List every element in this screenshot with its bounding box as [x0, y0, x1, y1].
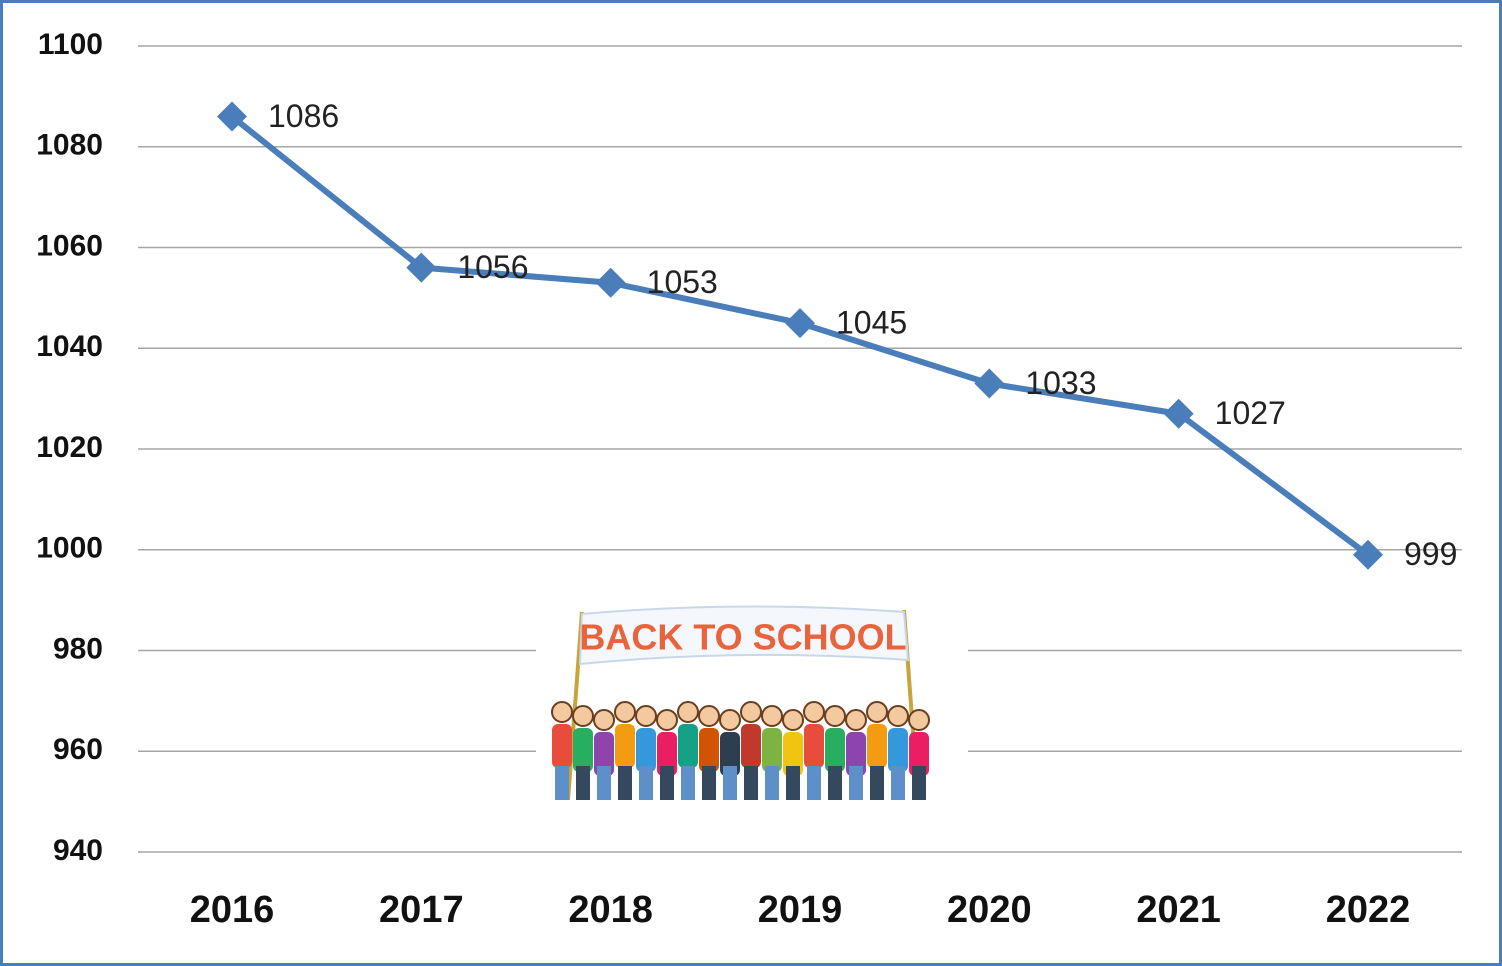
y-tick-label: 1100	[38, 28, 103, 61]
kid-legs	[765, 766, 779, 800]
kid-head	[783, 710, 803, 730]
data-label: 1056	[457, 249, 528, 285]
kid-legs	[891, 766, 905, 800]
data-label: 1027	[1215, 395, 1286, 431]
kid-head	[741, 702, 761, 722]
kid-legs	[597, 766, 611, 800]
kid-body	[867, 724, 887, 768]
kid-body	[573, 728, 593, 772]
data-label: 1053	[647, 264, 718, 300]
kid-legs	[723, 766, 737, 800]
kid-head	[762, 706, 782, 726]
kid-head	[657, 710, 677, 730]
kid-legs	[744, 766, 758, 800]
kid-head	[909, 710, 929, 730]
data-label: 1045	[836, 305, 907, 341]
kid-head	[678, 702, 698, 722]
y-tick-label: 960	[53, 733, 103, 766]
x-tick-label: 2020	[947, 889, 1032, 931]
kid-legs	[660, 766, 674, 800]
x-tick-label: 2021	[1136, 889, 1221, 931]
kid-head	[888, 706, 908, 726]
kid-body	[825, 728, 845, 772]
kid-legs	[912, 766, 926, 800]
kid-legs	[786, 766, 800, 800]
kid-legs	[639, 766, 653, 800]
kid-legs	[702, 766, 716, 800]
data-label: 999	[1404, 536, 1457, 572]
y-tick-label: 1080	[36, 129, 103, 162]
chart: BACK TO SCHOOL 940 960 980 1000 1020 1040 1060…	[0, 0, 1502, 966]
illustration: BACK TO SCHOOL	[536, 598, 968, 812]
kid-legs	[618, 766, 632, 800]
y-tick-label: 1020	[36, 431, 103, 464]
kid-legs	[681, 766, 695, 800]
kid-body	[678, 724, 698, 768]
y-tick-label: 1000	[36, 532, 103, 565]
kid-body	[888, 728, 908, 772]
kid-legs	[576, 766, 590, 800]
kid-body	[615, 724, 635, 768]
kid-legs	[828, 766, 842, 800]
kid-legs	[555, 766, 569, 800]
data-label: 1086	[268, 98, 339, 134]
kid-head	[615, 702, 635, 722]
kid-body	[804, 724, 824, 768]
kid-body	[636, 728, 656, 772]
kid-head	[867, 702, 887, 722]
kid-body	[762, 728, 782, 772]
x-tick-label: 2022	[1326, 889, 1411, 931]
y-tick-label: 940	[53, 834, 103, 867]
kid-head	[825, 706, 845, 726]
x-tick-label: 2016	[190, 889, 275, 931]
x-tick-label: 2017	[379, 889, 464, 931]
kid-legs	[849, 766, 863, 800]
kid-head	[804, 702, 824, 722]
banner-text: BACK TO SCHOOL	[579, 617, 906, 658]
kid-body	[699, 728, 719, 772]
kid-head	[846, 710, 866, 730]
kid-head	[594, 710, 614, 730]
kid-head	[720, 710, 740, 730]
y-tick-label: 1040	[36, 330, 103, 363]
x-tick-label: 2019	[758, 889, 843, 931]
kid-head	[573, 706, 593, 726]
kid-body	[552, 724, 572, 768]
kid-head	[552, 702, 572, 722]
kid-head	[699, 706, 719, 726]
x-tick-label: 2018	[568, 889, 653, 931]
kid-legs	[870, 766, 884, 800]
kid-legs	[807, 766, 821, 800]
kid-head	[636, 706, 656, 726]
y-tick-label: 1060	[36, 229, 103, 262]
y-tick-label: 980	[53, 632, 103, 665]
kid-body	[741, 724, 761, 768]
data-label: 1033	[1025, 365, 1096, 401]
